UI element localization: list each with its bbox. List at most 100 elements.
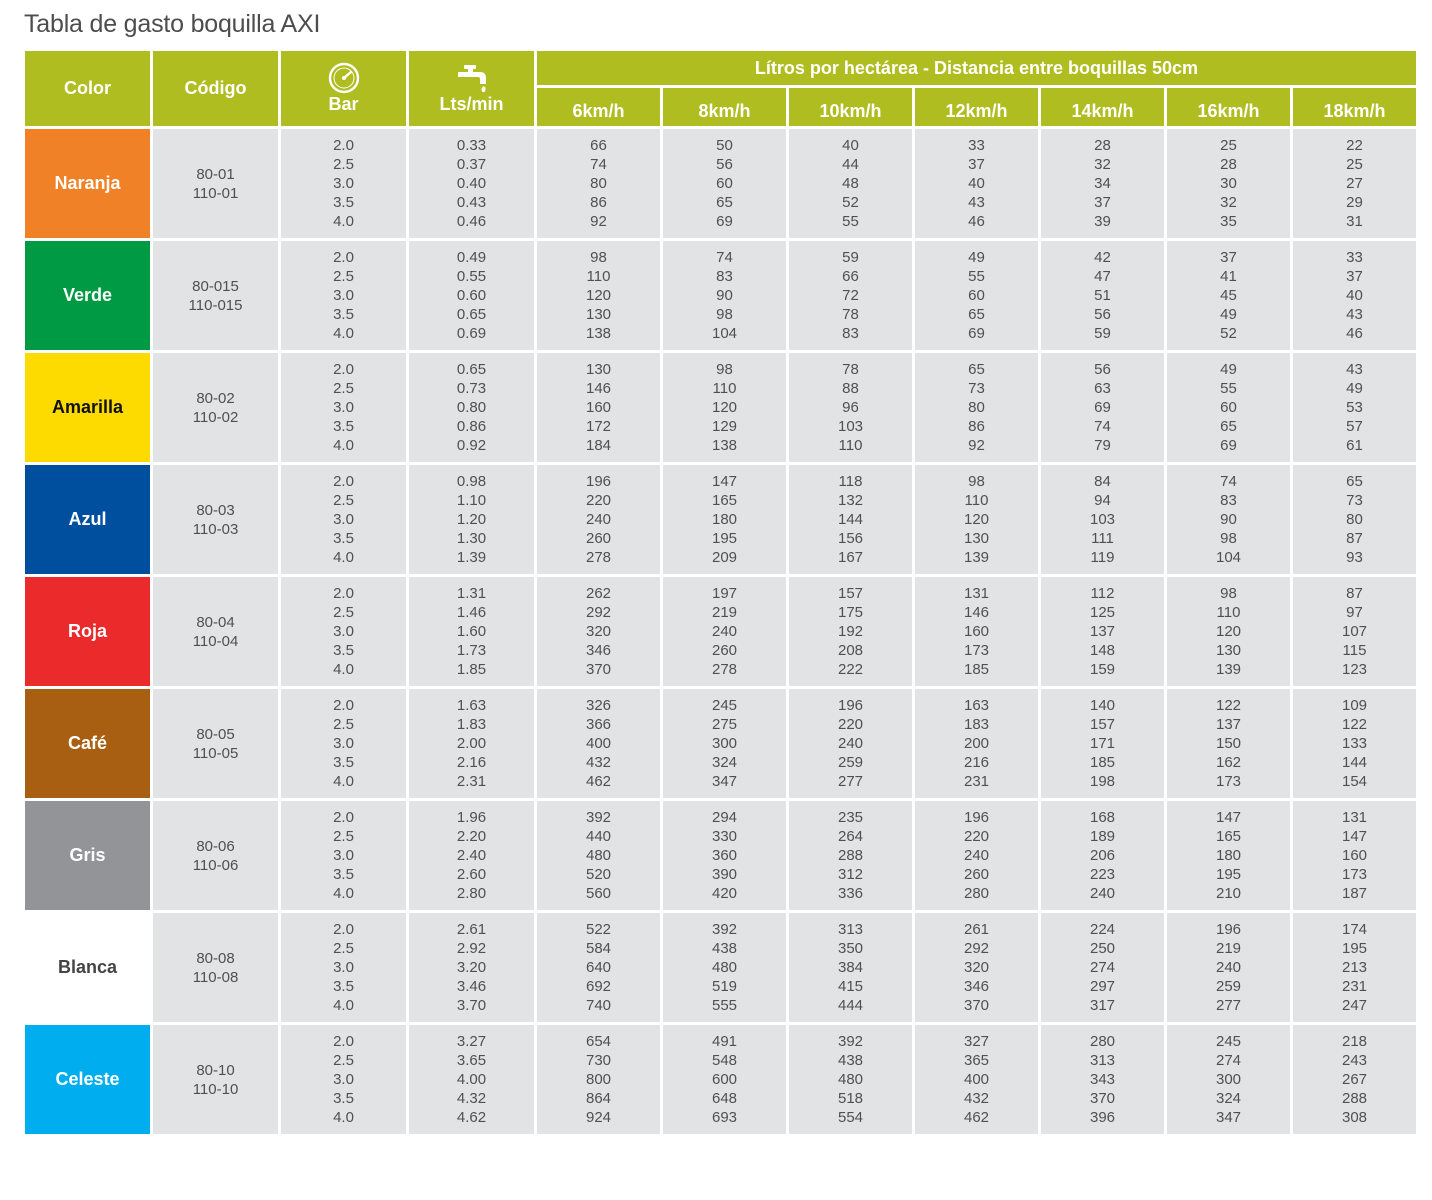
lts-min-cell-value: 0.65 bbox=[456, 306, 487, 324]
litros-hectarea-cell: 40 44 48 52 55 bbox=[789, 129, 912, 238]
litros-hectarea-cell-value: 392 bbox=[711, 920, 738, 938]
bar-cell-value: 2.5 bbox=[333, 939, 354, 957]
litros-hectarea-cell-value: 347 bbox=[1215, 1109, 1242, 1127]
lts-min-cell-value: 0.55 bbox=[456, 267, 487, 285]
litros-hectarea-cell-value: 240 bbox=[711, 622, 738, 640]
bar-cell-value: 2.5 bbox=[333, 1051, 354, 1069]
litros-hectarea-cell: 33 37 40 43 46 bbox=[915, 129, 1038, 238]
lts-min-cell: 0.33 0.37 0.40 0.43 0.46 bbox=[409, 129, 534, 238]
litros-hectarea-cell-value: 93 bbox=[1346, 549, 1363, 567]
litros-hectarea-cell: 261 292 320 346 370 bbox=[915, 913, 1038, 1022]
litros-hectarea-cell-value: 110 bbox=[964, 491, 989, 509]
bar-cell-value: 2.5 bbox=[333, 603, 354, 621]
litros-hectarea-cell-value: 73 bbox=[968, 379, 985, 397]
litros-hectarea-cell-value: 208 bbox=[837, 642, 864, 660]
table-row: Azul 80-03 110-03 2.0 2.5 3.0 3.5 4.0 0.98 1.10 1.… bbox=[25, 465, 1416, 574]
litros-hectarea-cell-value: 219 bbox=[711, 603, 738, 621]
litros-hectarea-cell-value: 111 bbox=[1091, 530, 1114, 548]
litros-hectarea-cell: 327 365 400 432 462 bbox=[915, 1025, 1038, 1134]
litros-hectarea-cell: 163 183 200 216 231 bbox=[915, 689, 1038, 798]
litros-hectarea-cell-value: 264 bbox=[837, 827, 864, 845]
litros-hectarea-cell-value: 35 bbox=[1220, 213, 1237, 231]
litros-hectarea-cell-value: 196 bbox=[585, 472, 612, 490]
litros-hectarea-cell: 157 175 192 208 222 bbox=[789, 577, 912, 686]
litros-hectarea-cell-value: 184 bbox=[585, 437, 612, 455]
litros-hectarea-cell-value: 52 bbox=[1220, 325, 1237, 343]
litros-hectarea-cell: 65 73 80 86 92 bbox=[915, 353, 1038, 462]
lts-min-cell-value: 1.60 bbox=[456, 622, 487, 640]
nozzle-code-cell-value: 80-04 bbox=[196, 613, 235, 631]
bar-cell-value: 2.5 bbox=[333, 827, 354, 845]
litros-hectarea-cell-value: 560 bbox=[585, 885, 612, 903]
litros-hectarea-cell-value: 130 bbox=[585, 360, 612, 378]
litros-hectarea-cell: 130 146 160 172 184 bbox=[537, 353, 660, 462]
lts-min-cell-value: 0.37 bbox=[456, 155, 487, 173]
nozzle-code-cell-value: 80-06 bbox=[196, 837, 235, 855]
nozzle-code-cell: 80-06 110-06 bbox=[153, 801, 278, 910]
bar-cell-value: 3.0 bbox=[333, 734, 354, 752]
litros-hectarea-cell-value: 346 bbox=[585, 642, 612, 660]
litros-hectarea-cell-value: 74 bbox=[1094, 418, 1111, 436]
lts-min-cell-value: 2.20 bbox=[456, 827, 487, 845]
litros-hectarea-cell-value: 125 bbox=[1089, 603, 1116, 621]
bar-cell-value: 2.5 bbox=[333, 491, 354, 509]
lts-min-cell-value: 1.83 bbox=[456, 715, 487, 733]
lts-min-cell-value: 0.60 bbox=[456, 286, 487, 304]
lts-min-cell: 0.98 1.10 1.20 1.30 1.39 bbox=[409, 465, 534, 574]
litros-hectarea-cell-value: 160 bbox=[585, 398, 612, 416]
bar-cell-value: 3.5 bbox=[333, 194, 354, 212]
litros-hectarea-cell-value: 80 bbox=[968, 398, 985, 416]
litros-hectarea-cell-value: 69 bbox=[1220, 437, 1237, 455]
lts-min-cell-value: 0.98 bbox=[456, 472, 487, 490]
litros-hectarea-cell-value: 32 bbox=[1094, 155, 1111, 173]
litros-hectarea-cell-value: 222 bbox=[837, 661, 864, 679]
litros-hectarea-cell-value: 73 bbox=[1346, 491, 1363, 509]
litros-hectarea-cell-value: 49 bbox=[1220, 360, 1237, 378]
litros-hectarea-cell-value: 520 bbox=[585, 866, 612, 884]
bar-cell: 2.0 2.5 3.0 3.5 4.0 bbox=[281, 577, 406, 686]
table-row: Verde 80-015 110-015 2.0 2.5 3.0 3.5 4.0 0.49 0.5… bbox=[25, 241, 1416, 350]
header-speed: 6km/h bbox=[537, 88, 660, 126]
litros-hectarea-cell-value: 41 bbox=[1220, 267, 1237, 285]
litros-hectarea-cell-value: 197 bbox=[711, 584, 738, 602]
litros-hectarea-cell-value: 98 bbox=[1220, 530, 1237, 548]
bar-cell-value: 4.0 bbox=[333, 661, 354, 679]
litros-hectarea-cell-value: 147 bbox=[1215, 808, 1242, 826]
nozzle-code-cell-value: 110-06 bbox=[192, 856, 239, 874]
litros-hectarea-cell-value: 28 bbox=[1094, 136, 1111, 154]
litros-hectarea-cell: 56 63 69 74 79 bbox=[1041, 353, 1164, 462]
litros-hectarea-cell: 174 195 213 231 247 bbox=[1293, 913, 1416, 1022]
lts-min-cell-value: 0.49 bbox=[456, 248, 487, 266]
lts-min-cell: 2.61 2.92 3.20 3.46 3.70 bbox=[409, 913, 534, 1022]
litros-hectarea-cell-value: 518 bbox=[837, 1090, 864, 1108]
litros-hectarea-cell-value: 262 bbox=[585, 584, 612, 602]
lts-min-cell-value: 2.80 bbox=[456, 885, 487, 903]
bar-cell-value: 3.0 bbox=[333, 286, 354, 304]
litros-hectarea-cell-value: 324 bbox=[711, 754, 738, 772]
litros-hectarea-cell-value: 37 bbox=[1346, 267, 1363, 285]
litros-hectarea-cell-value: 250 bbox=[1089, 939, 1116, 957]
bar-cell-value: 2.5 bbox=[333, 267, 354, 285]
litros-hectarea-cell-value: 243 bbox=[1341, 1051, 1368, 1069]
bar-cell: 2.0 2.5 3.0 3.5 4.0 bbox=[281, 913, 406, 1022]
litros-hectarea-cell-value: 160 bbox=[1341, 846, 1368, 864]
litros-hectarea-cell-value: 66 bbox=[590, 136, 607, 154]
litros-hectarea-cell-value: 110 bbox=[712, 379, 737, 397]
table-row: Roja 80-04 110-04 2.0 2.5 3.0 3.5 4.0 1.31 1.46 1.… bbox=[25, 577, 1416, 686]
nozzle-code-cell-value: 110-015 bbox=[188, 296, 243, 314]
litros-hectarea-cell-value: 924 bbox=[585, 1109, 612, 1127]
litros-hectarea-cell-value: 80 bbox=[590, 174, 607, 192]
litros-hectarea-cell-value: 275 bbox=[711, 715, 738, 733]
litros-hectarea-cell: 224 250 274 297 317 bbox=[1041, 913, 1164, 1022]
litros-hectarea-cell: 654 730 800 864 924 bbox=[537, 1025, 660, 1134]
litros-hectarea-cell-value: 740 bbox=[585, 997, 612, 1015]
litros-hectarea-cell-value: 157 bbox=[1089, 715, 1116, 733]
litros-hectarea-cell-value: 600 bbox=[711, 1070, 738, 1088]
litros-hectarea-cell: 326 366 400 432 462 bbox=[537, 689, 660, 798]
litros-hectarea-cell-value: 180 bbox=[1215, 846, 1242, 864]
litros-hectarea-cell-value: 74 bbox=[1220, 472, 1237, 490]
litros-hectarea-cell-value: 209 bbox=[711, 549, 738, 567]
nozzle-code-cell: 80-08 110-08 bbox=[153, 913, 278, 1022]
litros-hectarea-cell-value: 48 bbox=[842, 174, 859, 192]
litros-hectarea-cell-value: 78 bbox=[842, 306, 859, 324]
